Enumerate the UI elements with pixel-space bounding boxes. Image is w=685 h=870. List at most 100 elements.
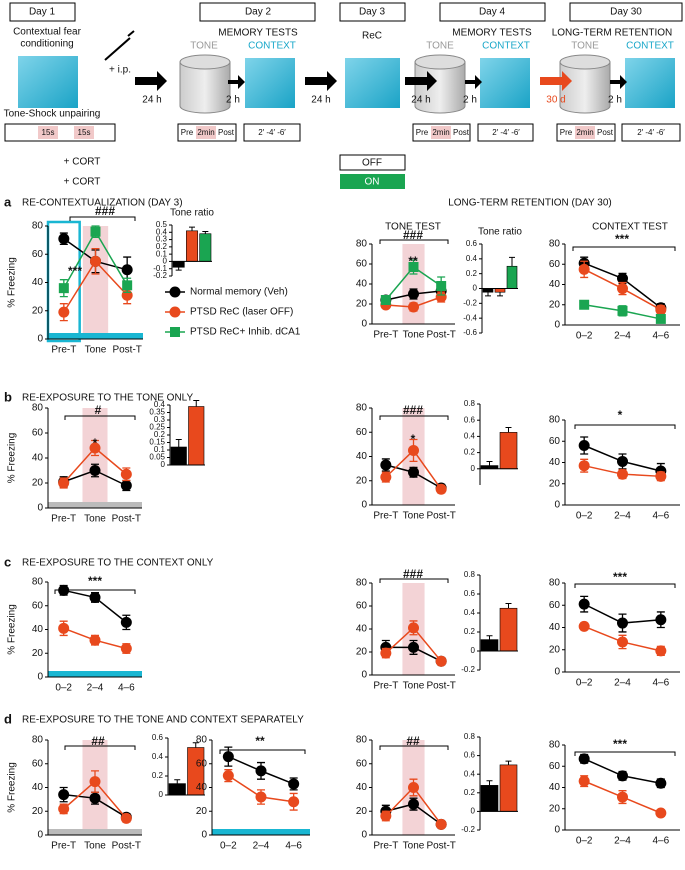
y-tick-label: 0.4 <box>464 608 476 617</box>
error-bar <box>486 461 493 466</box>
bar <box>480 639 499 652</box>
point <box>655 807 667 819</box>
x-tick-label: Post-T <box>112 514 141 525</box>
tone-shade <box>402 244 425 324</box>
y-tick-label: 40 <box>356 279 368 290</box>
y-axis-label: % Freezing <box>7 762 18 813</box>
annotation: *** <box>68 264 82 278</box>
point <box>408 288 419 300</box>
y-tick-label: 0 <box>361 500 367 511</box>
annotation: ### <box>403 403 423 417</box>
point <box>380 459 392 471</box>
x-tick-label: Tone <box>84 514 106 525</box>
y-tick-label: 20 <box>356 647 368 658</box>
point <box>408 641 419 653</box>
y-tick-label: 0.15 <box>149 438 165 447</box>
y-tick-label: 0 <box>37 503 43 514</box>
y-tick-label: 80 <box>356 239 368 250</box>
protocol-label: 24 h <box>142 95 161 106</box>
point <box>617 617 628 629</box>
y-tick-label: 0.1 <box>154 445 166 454</box>
inset-title: Tone ratio <box>170 208 214 219</box>
protocol-label: Day 3 <box>359 7 386 18</box>
y-tick-label: 80 <box>356 578 368 589</box>
point <box>655 645 667 657</box>
bar <box>499 607 518 652</box>
x-tick-label: 0–2 <box>55 683 72 694</box>
y-tick-label: 40 <box>549 782 561 793</box>
protocol-label: CONTEXT <box>482 41 530 52</box>
y-tick-label: 0.05 <box>149 453 165 462</box>
point <box>655 614 667 626</box>
y-tick-label: 0.8 <box>464 570 476 579</box>
point <box>222 751 234 763</box>
bracket <box>379 745 449 750</box>
protocol-label: 2′ -4′ -6′ <box>637 128 665 137</box>
point <box>58 233 70 245</box>
protocol-label: Contextual fear <box>13 27 81 38</box>
bracket <box>572 246 676 251</box>
x-tick-label: 0–2 <box>576 511 593 522</box>
protocol-label: 2′ -4′ -6′ <box>258 128 286 137</box>
x-tick-label: 0–2 <box>576 836 593 847</box>
protocol-label: MEMORY TESTS <box>218 28 298 39</box>
annotation: # <box>95 403 102 417</box>
x-tick-label: Pre-T <box>373 511 398 522</box>
y-tick-label: 80 <box>356 403 368 414</box>
x-tick-label: Post-T <box>426 681 455 692</box>
annotation: *** <box>613 737 627 751</box>
bar <box>186 230 198 262</box>
point <box>120 616 132 628</box>
protocol-label: 2′ -4′ -6′ <box>492 128 520 137</box>
error-bar <box>189 226 195 231</box>
y-tick-label: 20 <box>549 803 561 814</box>
protocol-label: + i.p. <box>109 65 131 76</box>
y-tick-label: 0.4 <box>466 254 478 263</box>
y-tick-label: 0 <box>163 257 168 266</box>
annotation: *** <box>615 232 629 246</box>
y-tick-label: -0.2 <box>461 665 475 674</box>
x-tick-label: Pre-T <box>373 841 398 852</box>
bar <box>494 288 506 293</box>
panel-title: RE-EXPOSURE TO THE TONE AND CONTEXT SEPA… <box>22 715 304 726</box>
y-tick-label: 0 <box>473 284 478 293</box>
point <box>255 765 267 777</box>
point <box>380 295 391 305</box>
y-tick-label: 0.2 <box>466 269 478 278</box>
point <box>408 466 419 478</box>
y-tick-label: 0 <box>37 672 43 683</box>
y-tick-label: 60 <box>32 249 44 260</box>
legend-label: PTSD ReC (laser OFF) <box>190 307 293 318</box>
y-tick-label: 20 <box>356 806 368 817</box>
bracket <box>64 415 136 420</box>
y-tick-label: 60 <box>549 259 561 270</box>
protocol-label: Post <box>453 128 470 137</box>
bar <box>499 764 518 812</box>
point <box>120 812 132 824</box>
protocol-label: 2min <box>432 128 449 137</box>
bracket <box>574 583 676 588</box>
point <box>617 305 628 316</box>
protocol-label: 24 h <box>411 95 430 106</box>
point <box>58 306 70 318</box>
panel-title: RE-CONTEXTUALIZATION (DAY 3) <box>22 198 183 209</box>
x-tick-label: Post-T <box>426 511 455 522</box>
bar <box>199 233 212 262</box>
annotation: * <box>618 408 623 422</box>
x-tick-label: 0–2 <box>576 678 593 689</box>
protocol-label: 30 d <box>546 95 565 106</box>
y-tick-label: -0.6 <box>463 328 477 337</box>
y-tick-label: 0 <box>37 334 43 345</box>
y-tick-label: 20 <box>549 299 561 310</box>
protocol-label: 2min <box>576 128 593 137</box>
protocol-label: MEMORY TESTS <box>452 28 532 39</box>
panel-title: RE-EXPOSURE TO THE TONE ONLY <box>22 393 193 404</box>
y-tick-label: -0.2 <box>463 298 477 307</box>
bar <box>168 783 186 796</box>
point <box>288 796 300 808</box>
protocol-label: 2 h <box>226 95 240 106</box>
y-tick-label: 20 <box>32 806 44 817</box>
point <box>58 803 70 815</box>
x-tick-label: 4–6 <box>652 331 669 342</box>
